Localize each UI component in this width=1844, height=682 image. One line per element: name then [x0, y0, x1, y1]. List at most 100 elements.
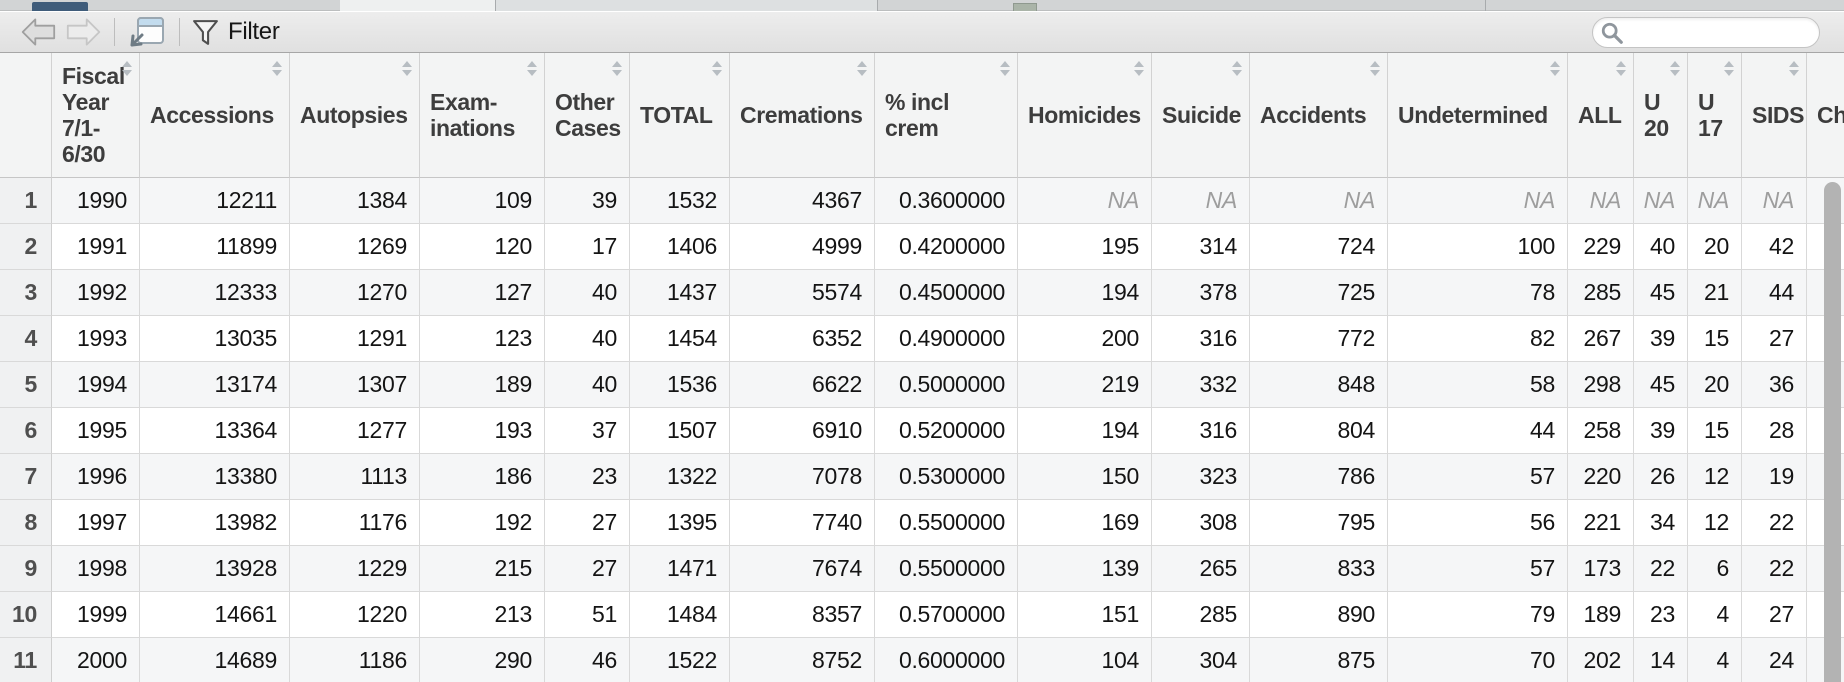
column-header-autopsies[interactable]: Autopsies [290, 53, 420, 178]
arrow-right-icon [66, 18, 101, 46]
cell-pct-incl-crem: 0.4200000 [875, 224, 1018, 270]
column-header-label: Accidents [1260, 102, 1367, 128]
cell-suicide: 314 [1152, 224, 1250, 270]
sort-arrows-icon [857, 61, 867, 76]
forward-button[interactable] [66, 16, 102, 48]
cell-total: 1471 [630, 546, 730, 592]
table-row: 10 1999 14661 1220 213 51 1484 8357 0.5700000 151… [0, 592, 1844, 638]
cell-fiscal-year: 1990 [52, 178, 140, 224]
column-header-undetermined[interactable]: Undetermined [1388, 53, 1568, 178]
column-header-homicides[interactable]: Homicides [1018, 53, 1152, 178]
column-header-total[interactable]: TOTAL [630, 53, 730, 178]
table-row: 7 1996 13380 1113 186 23 1322 7078 0.5300000 150 3… [0, 454, 1844, 500]
column-header-other-cases[interactable]: Other Cases [545, 53, 630, 178]
column-header-suicide[interactable]: Suicide [1152, 53, 1250, 178]
cell-undetermined: 56 [1388, 500, 1568, 546]
cell-all: 221 [1568, 500, 1634, 546]
grid-body: 1 1990 12211 1384 109 39 1532 4367 0.3600000 NA NA… [0, 178, 1844, 682]
grid-tab-icon [1013, 3, 1037, 11]
cell-suicide: 323 [1152, 454, 1250, 500]
cell-total: 1395 [630, 500, 730, 546]
column-header-ch[interactable]: Ch [1807, 53, 1844, 178]
row-number: 7 [0, 454, 52, 500]
cell-accidents: 833 [1250, 546, 1388, 592]
cell-undetermined: NA [1388, 178, 1568, 224]
cell-cremations: 4367 [730, 178, 875, 224]
cell-autopsies: 1176 [290, 500, 420, 546]
cell-all: 298 [1568, 362, 1634, 408]
row-number: 3 [0, 270, 52, 316]
column-header-pct-incl-crem[interactable]: % incl crem [875, 53, 1018, 178]
data-frame-tab-icon[interactable] [32, 2, 88, 11]
sort-arrows-icon [612, 61, 622, 76]
sort-arrows-icon [402, 61, 412, 76]
column-header-cremations[interactable]: Cremations [730, 53, 875, 178]
vertical-scrollbar-thumb[interactable] [1824, 182, 1841, 682]
column-header-u17[interactable]: U 17 [1688, 53, 1742, 178]
cell-pct-incl-crem: 0.5700000 [875, 592, 1018, 638]
cell-accessions: 14689 [140, 638, 290, 682]
table-row: 2 1991 11899 1269 120 17 1406 4999 0.4200000 195 3… [0, 224, 1844, 270]
grid-header-row: Fiscal Year 7/1- 6/30 Accessions Autopsies… [0, 53, 1844, 178]
cell-total: 1437 [630, 270, 730, 316]
cell-examinations: 215 [420, 546, 545, 592]
cell-pct-incl-crem: 0.5300000 [875, 454, 1018, 500]
viewer-toolbar: Filter [0, 12, 1844, 53]
cell-u17: 12 [1688, 454, 1742, 500]
cell-total: 1454 [630, 316, 730, 362]
search-input[interactable] [1628, 18, 1811, 47]
cell-accidents: 725 [1250, 270, 1388, 316]
cell-undetermined: 78 [1388, 270, 1568, 316]
cell-accessions: 13982 [140, 500, 290, 546]
tab-segment[interactable] [340, 0, 495, 11]
column-header-label: Autopsies [300, 102, 408, 128]
active-data-tab[interactable] [496, 0, 1037, 11]
cell-all: 285 [1568, 270, 1634, 316]
table-row: 3 1992 12333 1270 127 40 1437 5574 0.4500000 194 3… [0, 270, 1844, 316]
cell-fiscal-year: 2000 [52, 638, 140, 682]
column-header-accessions[interactable]: Accessions [140, 53, 290, 178]
popout-window-icon [130, 17, 164, 47]
cell-suicide: 304 [1152, 638, 1250, 682]
cell-undetermined: 100 [1388, 224, 1568, 270]
cell-homicides: 195 [1018, 224, 1152, 270]
cell-homicides: 139 [1018, 546, 1152, 592]
cell-examinations: 123 [420, 316, 545, 362]
cell-cremations: 4999 [730, 224, 875, 270]
column-header-accidents[interactable]: Accidents [1250, 53, 1388, 178]
cell-other-cases: 37 [545, 408, 630, 454]
column-header-examinations[interactable]: Exam- inations [420, 53, 545, 178]
cell-u20: 39 [1634, 316, 1688, 362]
cell-homicides: 200 [1018, 316, 1152, 362]
cell-sids: 27 [1742, 316, 1807, 362]
column-header-label: % incl crem [885, 89, 950, 141]
cell-other-cases: 40 [545, 270, 630, 316]
sort-arrows-icon [272, 61, 282, 76]
cell-pct-incl-crem: 0.5500000 [875, 546, 1018, 592]
cell-cremations: 8357 [730, 592, 875, 638]
cell-homicides: 194 [1018, 408, 1152, 454]
cell-accessions: 14661 [140, 592, 290, 638]
cell-u20: 34 [1634, 500, 1688, 546]
open-in-new-window-button[interactable] [127, 14, 167, 50]
column-header-all[interactable]: ALL [1568, 53, 1634, 178]
cell-u17: 15 [1688, 408, 1742, 454]
column-header-u20[interactable]: U 20 [1634, 53, 1688, 178]
filter-button[interactable]: Filter [192, 18, 280, 47]
column-header-label: Fiscal Year 7/1- 6/30 [62, 63, 125, 167]
cell-cremations: 7740 [730, 500, 875, 546]
cell-examinations: 109 [420, 178, 545, 224]
back-button[interactable] [20, 16, 56, 48]
column-header-sids[interactable]: SIDS [1742, 53, 1807, 178]
sort-arrows-icon [1370, 61, 1380, 76]
cell-accessions: 11899 [140, 224, 290, 270]
row-number: 11 [0, 638, 52, 682]
cell-autopsies: 1186 [290, 638, 420, 682]
cell-u17: 6 [1688, 546, 1742, 592]
cell-accidents: 786 [1250, 454, 1388, 500]
cell-sids: 22 [1742, 500, 1807, 546]
search-box[interactable] [1592, 17, 1820, 48]
table-row: 11 2000 14689 1186 290 46 1522 8752 0.6000000 104… [0, 638, 1844, 682]
cell-other-cases: 40 [545, 316, 630, 362]
column-header-fiscal-year[interactable]: Fiscal Year 7/1- 6/30 [52, 53, 140, 178]
